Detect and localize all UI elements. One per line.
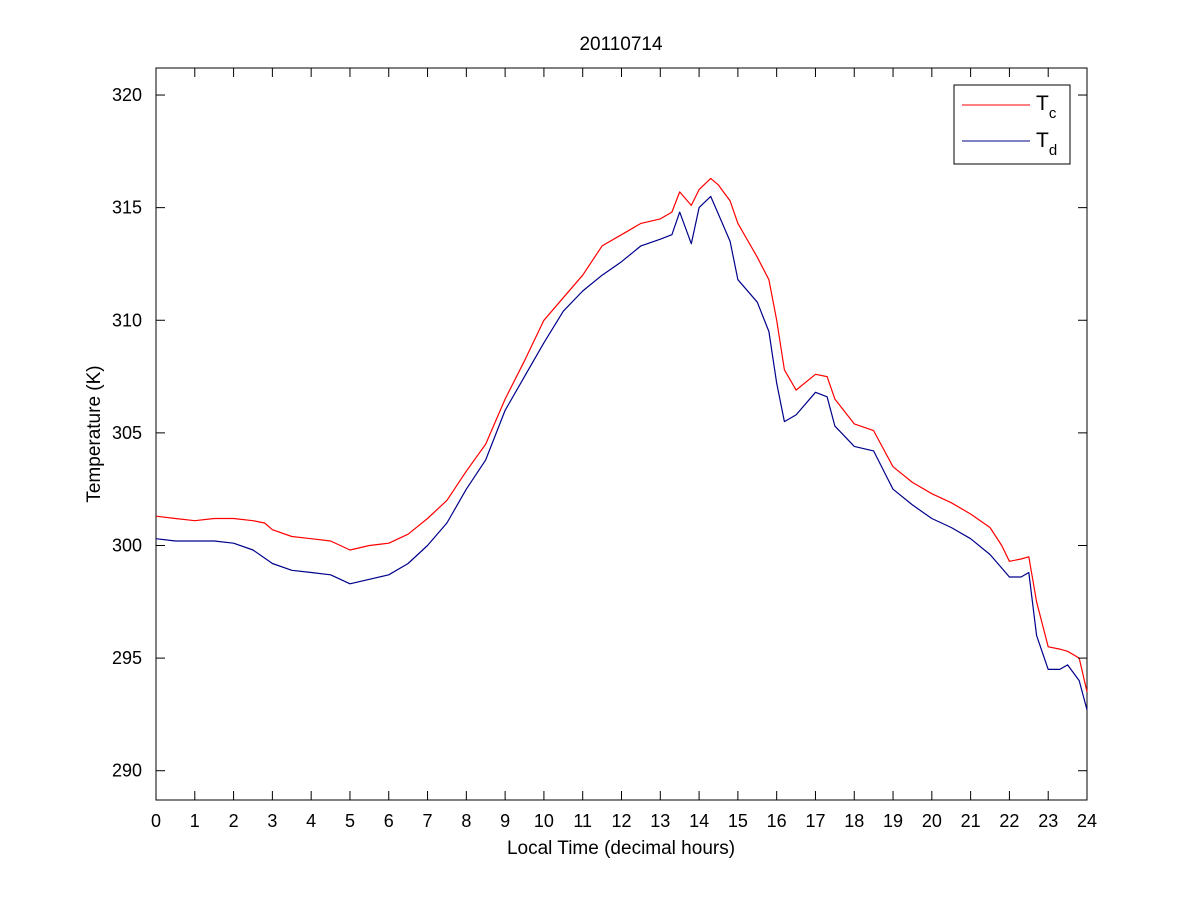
series-line-tc	[155, 177, 1088, 693]
chart-title: 20110714	[579, 34, 663, 55]
x-tick-label: 2	[229, 811, 239, 831]
legend-base-td: T	[1036, 129, 1049, 152]
x-tick-label: 11	[573, 811, 592, 831]
x-tick-label: 9	[500, 811, 510, 831]
legend-label-td: Td	[1036, 129, 1057, 159]
x-tick-label: 15	[728, 811, 748, 831]
y-axis-label: Temperature (K)	[84, 365, 105, 502]
x-axis-label: Local Time (decimal hours)	[507, 838, 735, 859]
y-tick-label: 315	[112, 198, 142, 218]
x-tick-label: 24	[1077, 811, 1097, 831]
series-layer	[155, 177, 1088, 711]
x-tick-label: 16	[767, 811, 787, 831]
x-tick-label: 18	[844, 811, 864, 831]
y-tick-label: 320	[112, 85, 142, 105]
plot-area	[155, 67, 1088, 801]
legend-sub-td: d	[1049, 142, 1057, 159]
y-tick-label: 290	[112, 761, 142, 781]
y-tick-label: 310	[112, 310, 142, 330]
y-tick-label: 305	[112, 423, 142, 443]
x-tick-label: 14	[689, 811, 709, 831]
x-tick-label: 1	[190, 811, 200, 831]
x-tick-label: 8	[461, 811, 471, 831]
y-axis: 290 295 300 305 310 315 320	[112, 85, 1087, 781]
series-line-td	[155, 195, 1088, 711]
x-tick-label: 0	[151, 811, 161, 831]
x-tick-label: 13	[650, 811, 670, 831]
x-tick-label: 23	[1038, 811, 1058, 831]
x-tick-label: 7	[423, 811, 433, 831]
x-tick-label: 21	[961, 811, 981, 831]
x-tick-label: 20	[922, 811, 942, 831]
legend-label-tc: Tc	[1036, 92, 1057, 122]
legend-sub-tc: c	[1049, 105, 1057, 122]
legend-box	[953, 84, 1071, 165]
x-axis: 0 1 2 3 4 5 6 7 8 9 10 11 12 13 14 15 16 17 18 19 20 21 22 23 24	[151, 68, 1097, 831]
x-tick-label: 12	[611, 811, 631, 831]
x-tick-label: 19	[883, 811, 903, 831]
x-tick-label: 3	[267, 811, 277, 831]
y-tick-label: 300	[112, 535, 142, 555]
legend-base-tc: T	[1036, 92, 1049, 115]
y-tick-label: 295	[112, 648, 142, 668]
x-tick-label: 22	[999, 811, 1019, 831]
x-tick-label: 6	[384, 811, 394, 831]
x-tick-label: 17	[805, 811, 825, 831]
x-tick-label: 10	[534, 811, 554, 831]
x-tick-label: 4	[306, 811, 316, 831]
x-tick-label: 5	[345, 811, 355, 831]
legend: Tc Td	[953, 84, 1071, 165]
